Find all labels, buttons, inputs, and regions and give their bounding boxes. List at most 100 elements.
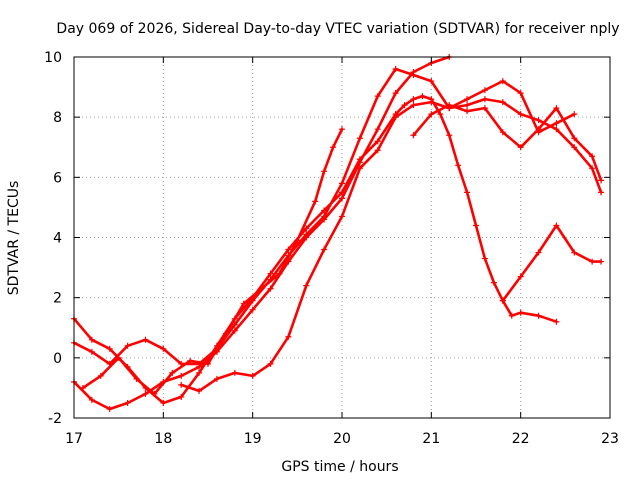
data-point [535,129,542,136]
data-point [196,369,203,376]
data-point [115,354,122,361]
data-point [339,195,345,202]
series-line [72,55,451,411]
series-line [179,97,603,393]
data-point [437,111,444,118]
series-line [81,127,344,396]
data-point [589,165,596,172]
data-point [160,345,167,352]
data-point [88,348,95,355]
data-point [222,330,229,337]
data-point [410,96,417,103]
data-point [428,99,435,106]
data-point [124,399,131,406]
data-point [106,345,113,352]
data-point [79,384,86,391]
data-point [330,144,337,151]
x-tick-label: 23 [601,431,619,447]
data-point [517,90,524,97]
data-point [374,147,381,154]
data-point [142,390,149,397]
data-point [481,87,488,94]
data-point [428,111,435,118]
data-point [231,327,238,334]
data-point [88,336,95,343]
data-point [571,111,578,118]
data-point [464,102,471,109]
data-point [481,255,488,262]
data-point [285,246,292,253]
data-point [553,120,560,127]
data-point [213,375,220,382]
data-point [339,126,345,133]
x-tick-label: 21 [422,431,440,447]
data-point [517,144,524,151]
chart-title: Day 069 of 2026, Sidereal Day-to-day VTE… [56,21,619,37]
data-point [151,390,158,397]
data-point [535,117,542,124]
data-point [231,369,238,376]
data-point [249,297,256,304]
series-line [501,224,603,303]
series-line [447,79,576,134]
data-point [321,216,328,223]
data-point [267,270,274,277]
data-point [285,333,292,340]
data-point [178,381,185,388]
data-point [303,234,310,241]
data-point [356,159,363,166]
data-point [589,153,596,160]
data-point [410,102,417,109]
data-point [589,258,596,265]
data-point [374,93,381,100]
x-tick-label: 19 [244,431,262,447]
data-point [240,300,247,307]
grid-layer [74,57,610,418]
data-point [294,237,301,244]
data-point [455,162,462,169]
data-point [276,270,283,277]
data-point [508,312,515,319]
data-point [410,132,417,139]
x-tick-label: 22 [512,431,530,447]
data-point [205,360,211,367]
data-point [517,273,524,280]
data-point [481,105,488,112]
data-point [160,399,167,406]
data-point [374,126,381,133]
y-tick-label: 10 [44,50,62,66]
data-point [401,102,408,109]
y-tick-label: 0 [53,351,62,367]
data-point [553,222,560,229]
data-point [196,387,203,394]
data-point [124,342,131,349]
data-point [517,309,524,316]
data-point [196,363,203,370]
y-axis-label: SDTVAR / TECUs [6,181,22,296]
data-point [446,105,453,112]
data-point [267,360,274,367]
data-point [419,93,426,100]
data-point [464,96,471,103]
data-point [553,105,560,112]
data-point [187,357,194,364]
series-arc-8 [499,222,605,304]
data-point [535,249,542,256]
data-point [392,66,399,73]
data-point [598,258,605,265]
data-point [142,336,149,343]
data-point [464,108,471,115]
series-line [72,94,558,405]
series-arc-4 [79,126,345,397]
data-point [392,90,399,97]
data-point [571,144,578,151]
data-point [321,246,328,253]
x-tick-label: 17 [65,431,83,447]
series-arc-7 [446,78,578,136]
data-point [499,129,506,136]
data-point [464,189,471,196]
series-arc-5 [178,96,605,394]
y-tick-label: 4 [53,231,62,247]
y-tick-label: 2 [53,291,62,307]
